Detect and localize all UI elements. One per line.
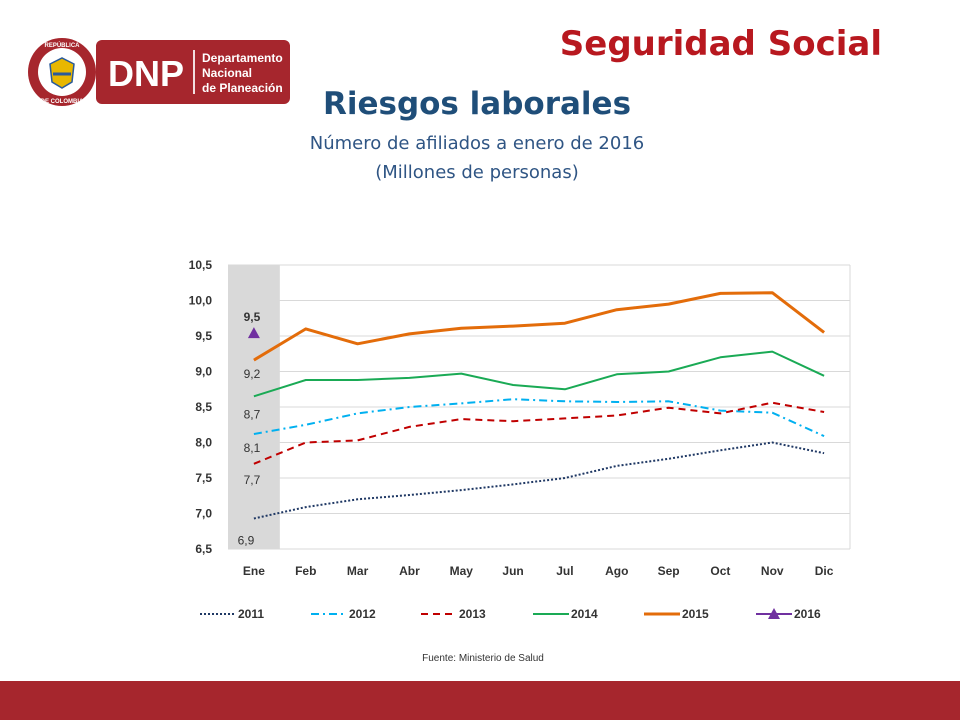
y-tick-label: 7,5 bbox=[195, 471, 212, 485]
series-2016-marker bbox=[247, 327, 260, 339]
y-tick-label: 7,0 bbox=[195, 507, 212, 521]
legend-label-2011: 2011 bbox=[238, 607, 264, 621]
data-label-2013: 7,7 bbox=[244, 473, 261, 487]
source-note: Fuente: Ministerio de Salud bbox=[422, 653, 544, 664]
legend-label-2016: 2016 bbox=[794, 607, 821, 621]
data-label-2014: 8,7 bbox=[244, 407, 261, 421]
chart-title: Riesgos laborales bbox=[322, 86, 632, 122]
y-tick-label: 8,0 bbox=[195, 436, 212, 450]
logo-line-1: Departamento bbox=[202, 51, 283, 65]
dnp-logo: REPÚBLICA DE COLOMBIA DNP Departamento N… bbox=[28, 38, 290, 106]
logo-acronym: DNP bbox=[108, 53, 184, 94]
x-tick-label: Nov bbox=[761, 564, 784, 578]
y-tick-label: 10,5 bbox=[189, 258, 213, 272]
data-label-2015: 9,2 bbox=[244, 367, 261, 381]
logo-line-2: Nacional bbox=[202, 66, 252, 80]
logo-line-3: de Planeación bbox=[202, 81, 283, 95]
legend-label-2014: 2014 bbox=[571, 607, 598, 621]
x-tick-label: Oct bbox=[710, 564, 730, 578]
chart-subtitle-1: Número de afiliados a enero de 2016 bbox=[309, 133, 645, 154]
data-label-2011: 6,9 bbox=[238, 533, 255, 547]
legend-label-2013: 2013 bbox=[459, 607, 486, 621]
x-tick-label: May bbox=[450, 564, 474, 578]
x-tick-label: Ago bbox=[605, 564, 628, 578]
chart-subtitle-2: (Millones de personas) bbox=[375, 162, 579, 183]
x-tick-label: Sep bbox=[658, 564, 680, 578]
legend-marker-2016 bbox=[768, 608, 780, 619]
legend-label-2012: 2012 bbox=[349, 607, 376, 621]
series-2012-line bbox=[253, 398, 825, 438]
x-tick-label: Ene bbox=[243, 564, 265, 578]
data-label-2016: 9,5 bbox=[244, 310, 261, 324]
legend-label-2015: 2015 bbox=[682, 607, 709, 621]
section-title: Seguridad Social bbox=[559, 24, 882, 64]
series-2015-line bbox=[253, 291, 826, 362]
seal-bottom-text: DE COLOMBIA bbox=[41, 99, 84, 105]
y-tick-label: 9,5 bbox=[195, 329, 212, 343]
series-2013-line bbox=[253, 401, 825, 465]
data-label-2012: 8,1 bbox=[244, 441, 261, 455]
series-2011-line bbox=[253, 441, 825, 520]
x-tick-label: Mar bbox=[347, 564, 369, 578]
x-tick-label: Jun bbox=[502, 564, 523, 578]
seal-top-text: REPÚBLICA bbox=[44, 42, 80, 49]
x-tick-label: Abr bbox=[399, 564, 420, 578]
x-tick-label: Dic bbox=[815, 564, 834, 578]
y-tick-label: 8,5 bbox=[195, 400, 212, 414]
y-tick-label: 6,5 bbox=[195, 542, 212, 556]
y-tick-label: 10,0 bbox=[189, 294, 213, 308]
series-2014-line bbox=[253, 350, 825, 398]
x-tick-label: Jul bbox=[556, 564, 573, 578]
x-tick-label: Feb bbox=[295, 564, 316, 578]
y-tick-label: 9,0 bbox=[195, 365, 212, 379]
footer-bar bbox=[0, 681, 960, 720]
